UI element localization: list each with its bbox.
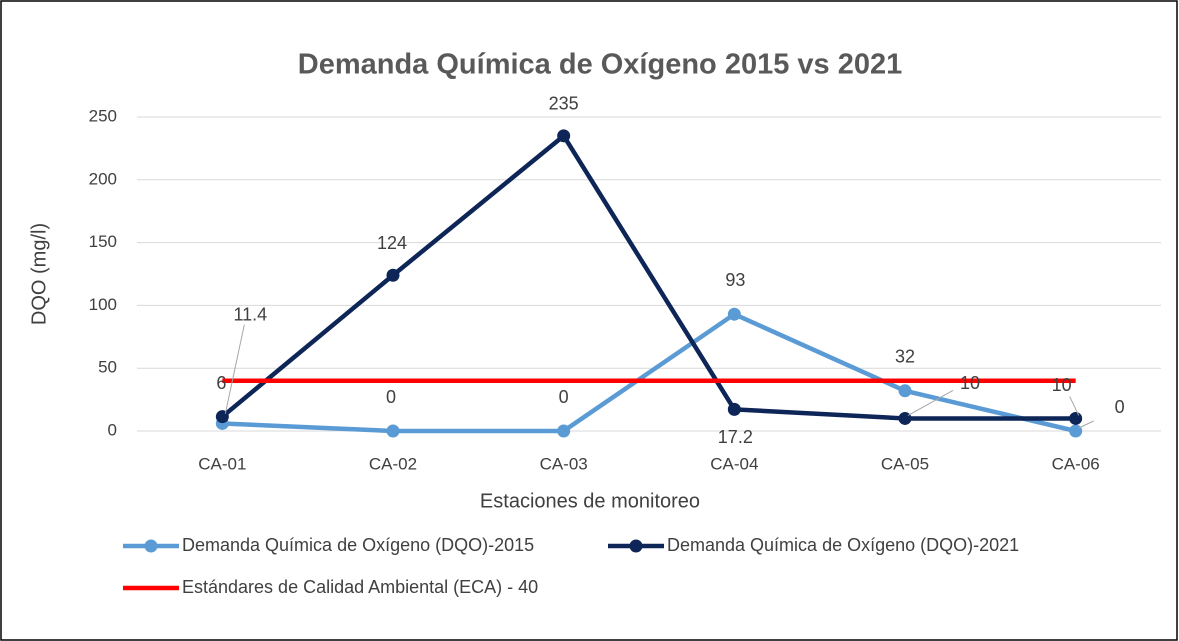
data-label: 32 — [895, 347, 915, 367]
point-marker — [557, 424, 571, 438]
point-marker — [1069, 411, 1083, 425]
data-label: 0 — [386, 387, 396, 407]
x-tick-label: CA-02 — [369, 454, 417, 473]
point-marker — [727, 307, 741, 321]
point-marker — [1069, 424, 1083, 438]
data-label: 0 — [559, 387, 569, 407]
series-line — [220, 133, 1076, 421]
y-tick-label: 250 — [89, 106, 117, 125]
point-marker — [898, 384, 912, 398]
data-label: 17.2 — [718, 427, 753, 447]
leader-line — [1078, 420, 1094, 429]
x-tick-label: CA-04 — [710, 454, 758, 473]
x-tick-label: CA-05 — [881, 454, 929, 473]
x-tick-label: CA-06 — [1052, 454, 1100, 473]
x-tick-label: CA-01 — [198, 454, 246, 473]
leader-line — [907, 390, 954, 416]
data-label: 10 — [1052, 375, 1072, 395]
data-label: 235 — [549, 94, 579, 114]
x-tick-label: CA-03 — [540, 454, 588, 473]
point-marker — [727, 402, 741, 416]
data-label: 0 — [1115, 397, 1125, 417]
data-label: 6 — [216, 373, 226, 393]
y-tick-label: 50 — [98, 358, 117, 377]
legend-label: Estándares de Calidad Ambiental (ECA) - … — [182, 577, 538, 597]
legend-marker — [629, 539, 643, 553]
x-axis-title: Estaciones de monitoreo — [480, 490, 700, 512]
legend-label: Demanda Química de Oxígeno (DQO)-2021 — [667, 535, 1019, 555]
data-label: 11.4 — [233, 304, 267, 324]
leader-line — [224, 324, 245, 414]
y-tick-label: 150 — [89, 232, 117, 251]
point-marker — [386, 268, 400, 282]
point-marker — [557, 129, 571, 143]
point-marker — [215, 410, 229, 424]
legend-marker — [144, 539, 158, 553]
legend-label: Demanda Química de Oxígeno (DQO)-2015 — [182, 535, 534, 555]
chart-title: Demanda Química de Oxígeno 2015 vs 2021 — [298, 49, 902, 81]
y-tick-label: 0 — [108, 420, 117, 439]
data-label: 93 — [725, 270, 745, 290]
y-tick-label: 100 — [89, 295, 117, 314]
y-axis-title: DQO (mg/l) — [28, 223, 50, 325]
data-label: 124 — [377, 233, 407, 253]
y-tick-label: 200 — [89, 169, 117, 188]
series-line — [222, 311, 1077, 434]
point-marker — [898, 411, 912, 425]
data-label: 10 — [960, 373, 980, 393]
leader-line — [1069, 396, 1080, 416]
point-marker — [386, 424, 400, 438]
